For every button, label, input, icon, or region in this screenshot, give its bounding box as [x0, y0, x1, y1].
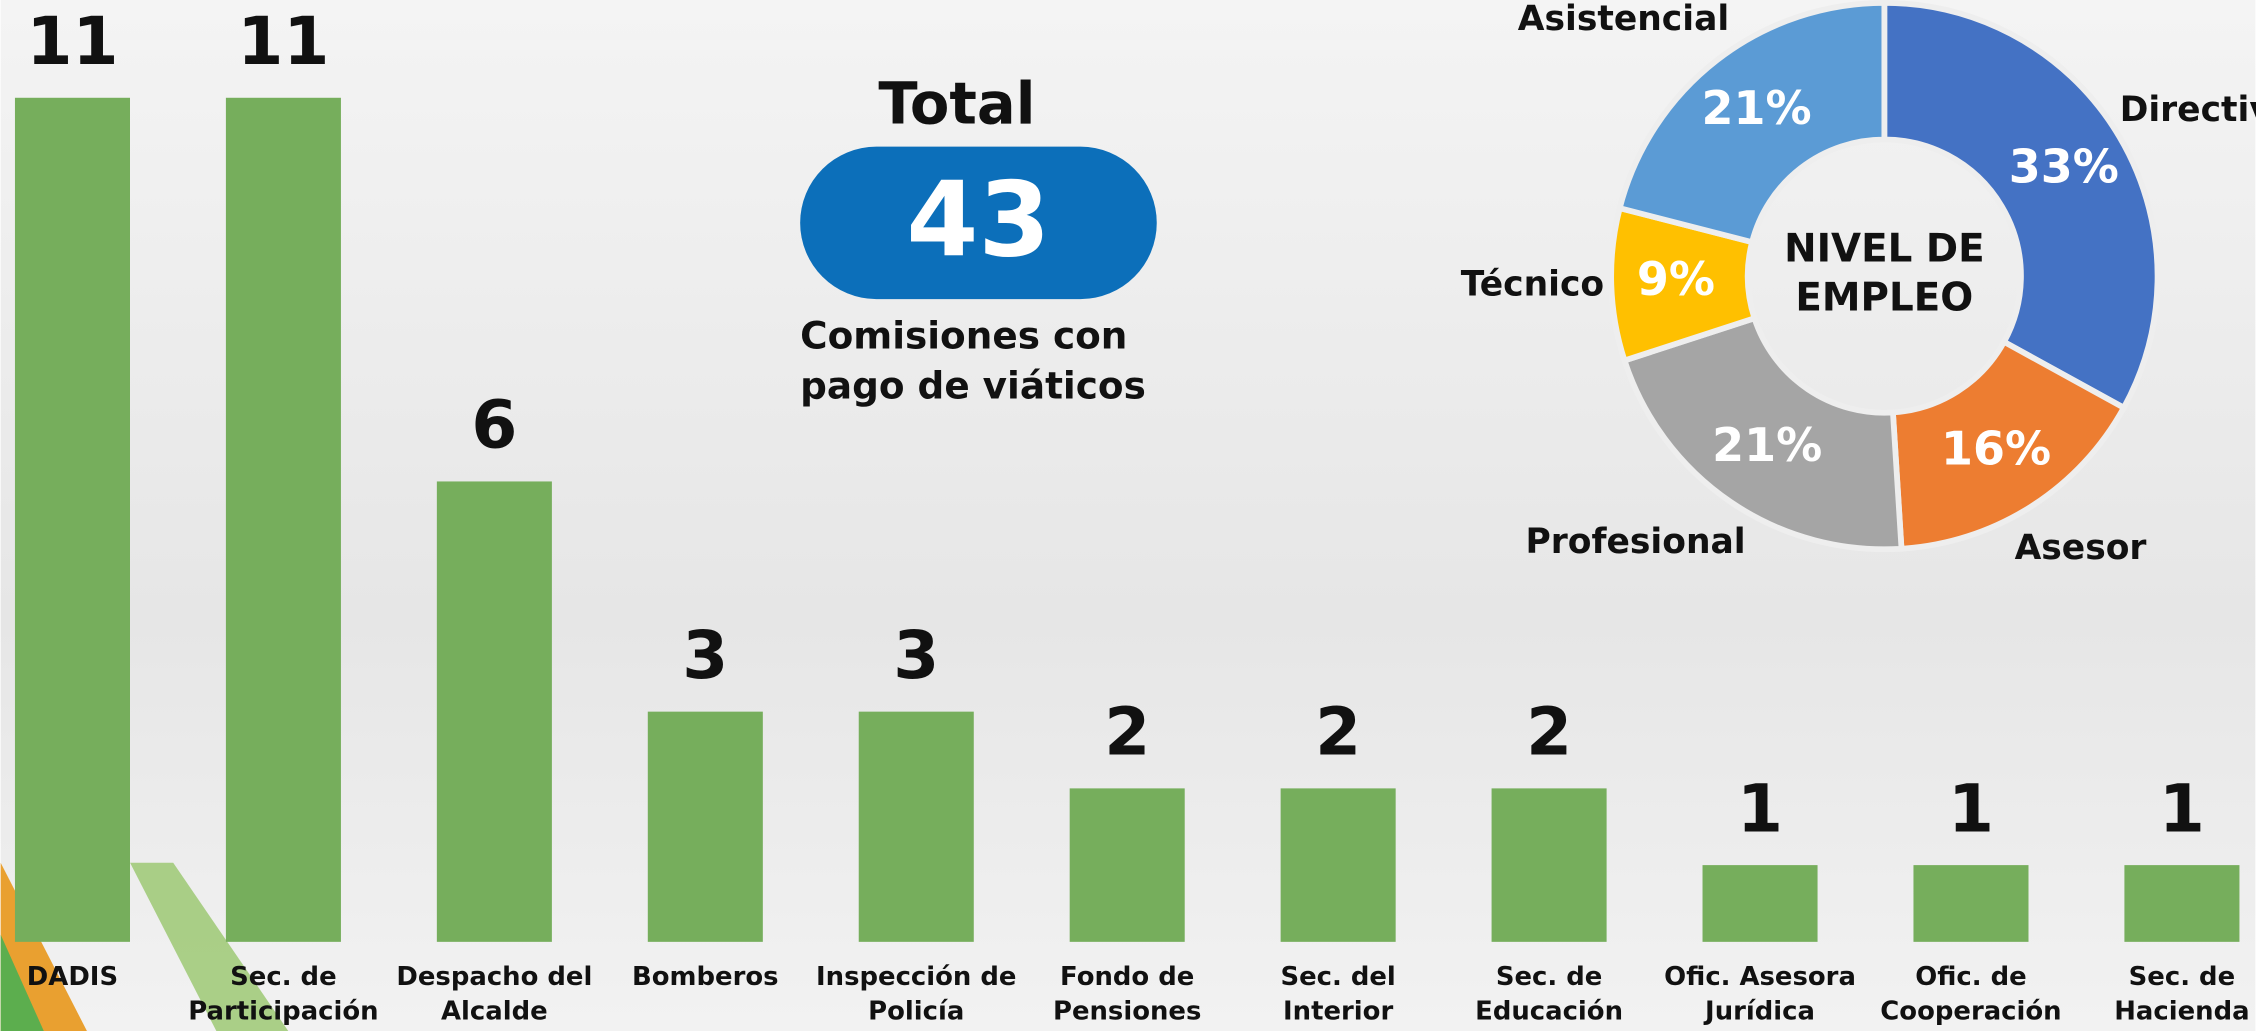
- slice-label: Asesor: [2015, 528, 2147, 568]
- summary-caption: pago de viáticos: [800, 364, 1146, 408]
- x-tick-label-box: Sec. de Participación: [188, 961, 379, 1027]
- data-label: 21%: [1702, 81, 1812, 135]
- data-label: 33%: [2009, 139, 2119, 193]
- x-tick-label: DADIS: [26, 961, 119, 993]
- slice-label: Profesional: [1525, 522, 1745, 562]
- summary-badge: [800, 146, 1157, 300]
- x-tick-label: Fondo de Pensiones: [1052, 961, 1202, 1027]
- data-label: 9%: [1637, 252, 1715, 306]
- donut-slice: [1881, 0, 2161, 412]
- data-label: 1: [1948, 770, 1994, 847]
- data-label: 1: [1737, 770, 1783, 847]
- donut-slice: [1620, 314, 1905, 553]
- donut-title: NIVEL DE EMPLEO: [1784, 227, 1985, 321]
- x-tick-label-box: Ofic. Asesora Jurídica: [1664, 961, 1856, 1027]
- x-tick-label: Sec. de Participación: [188, 961, 379, 1027]
- data-label: 16%: [1941, 422, 2051, 476]
- x-tick-label: Despacho del Alcalde: [396, 961, 593, 1027]
- slice-label: Directivo: [2120, 90, 2256, 130]
- slice-label: Asistencial: [1518, 0, 1729, 39]
- bar: [1491, 788, 1607, 942]
- bar: [647, 711, 763, 942]
- data-label: 2: [1526, 694, 1572, 771]
- donut-title-box: NIVEL DE EMPLEO: [1784, 227, 1985, 321]
- x-tick-label: Bomberos: [632, 961, 779, 993]
- donut-slice: [1889, 337, 2128, 552]
- x-tick-label-box: DADIS: [26, 961, 119, 993]
- decoration: [0, 934, 44, 1031]
- data-label: 11: [26, 3, 118, 80]
- data-label: 2: [1315, 694, 1361, 771]
- bar: [1913, 865, 2029, 942]
- x-tick-label-box: Fondo de Pensiones: [1052, 961, 1202, 1027]
- x-tick-label: Sec. de Hacienda: [2114, 961, 2250, 1027]
- donut-slice: [1616, 0, 1888, 246]
- bar: [1702, 865, 1818, 942]
- data-label: 3: [682, 617, 728, 694]
- x-tick-label: Sec. de Educación: [1475, 961, 1624, 1027]
- x-tick-label: Sec. del Interior: [1280, 961, 1396, 1027]
- data-label: 11: [237, 3, 329, 80]
- x-tick-label-box: Ofic. de Cooperación: [1880, 961, 2062, 1027]
- data-label: 21%: [1712, 418, 1822, 472]
- bar: [1280, 788, 1396, 942]
- bar: [225, 97, 341, 942]
- summary-title: Total: [878, 70, 1035, 137]
- slice-label: Técnico: [1461, 265, 1604, 305]
- data-label: 1: [2159, 770, 2205, 847]
- x-tick-label-box: Bomberos: [632, 961, 779, 993]
- data-label: 3: [893, 617, 939, 694]
- bar: [14, 97, 130, 942]
- data-label: 6: [471, 387, 517, 464]
- summary-caption: Comisiones con: [800, 313, 1127, 357]
- bar: [2124, 865, 2240, 942]
- x-tick-label-box: Sec. del Interior: [1280, 961, 1396, 1027]
- x-tick-label-box: Despacho del Alcalde: [396, 961, 593, 1027]
- x-tick-label-box: Sec. de Educación: [1475, 961, 1624, 1027]
- x-tick-label-box: Sec. de Hacienda: [2114, 961, 2250, 1027]
- x-tick-label: Ofic. Asesora Jurídica: [1664, 961, 1856, 1027]
- bar: [436, 481, 552, 942]
- bar: [1069, 788, 1185, 942]
- bar: [858, 711, 974, 942]
- data-label: 2: [1104, 694, 1150, 771]
- x-tick-label: Inspección de Policía: [816, 961, 1017, 1027]
- summary-value: 43: [906, 161, 1050, 281]
- x-tick-label-box: Inspección de Policía: [816, 961, 1017, 1027]
- x-tick-label: Ofic. de Cooperación: [1880, 961, 2062, 1027]
- decoration: [130, 862, 289, 1031]
